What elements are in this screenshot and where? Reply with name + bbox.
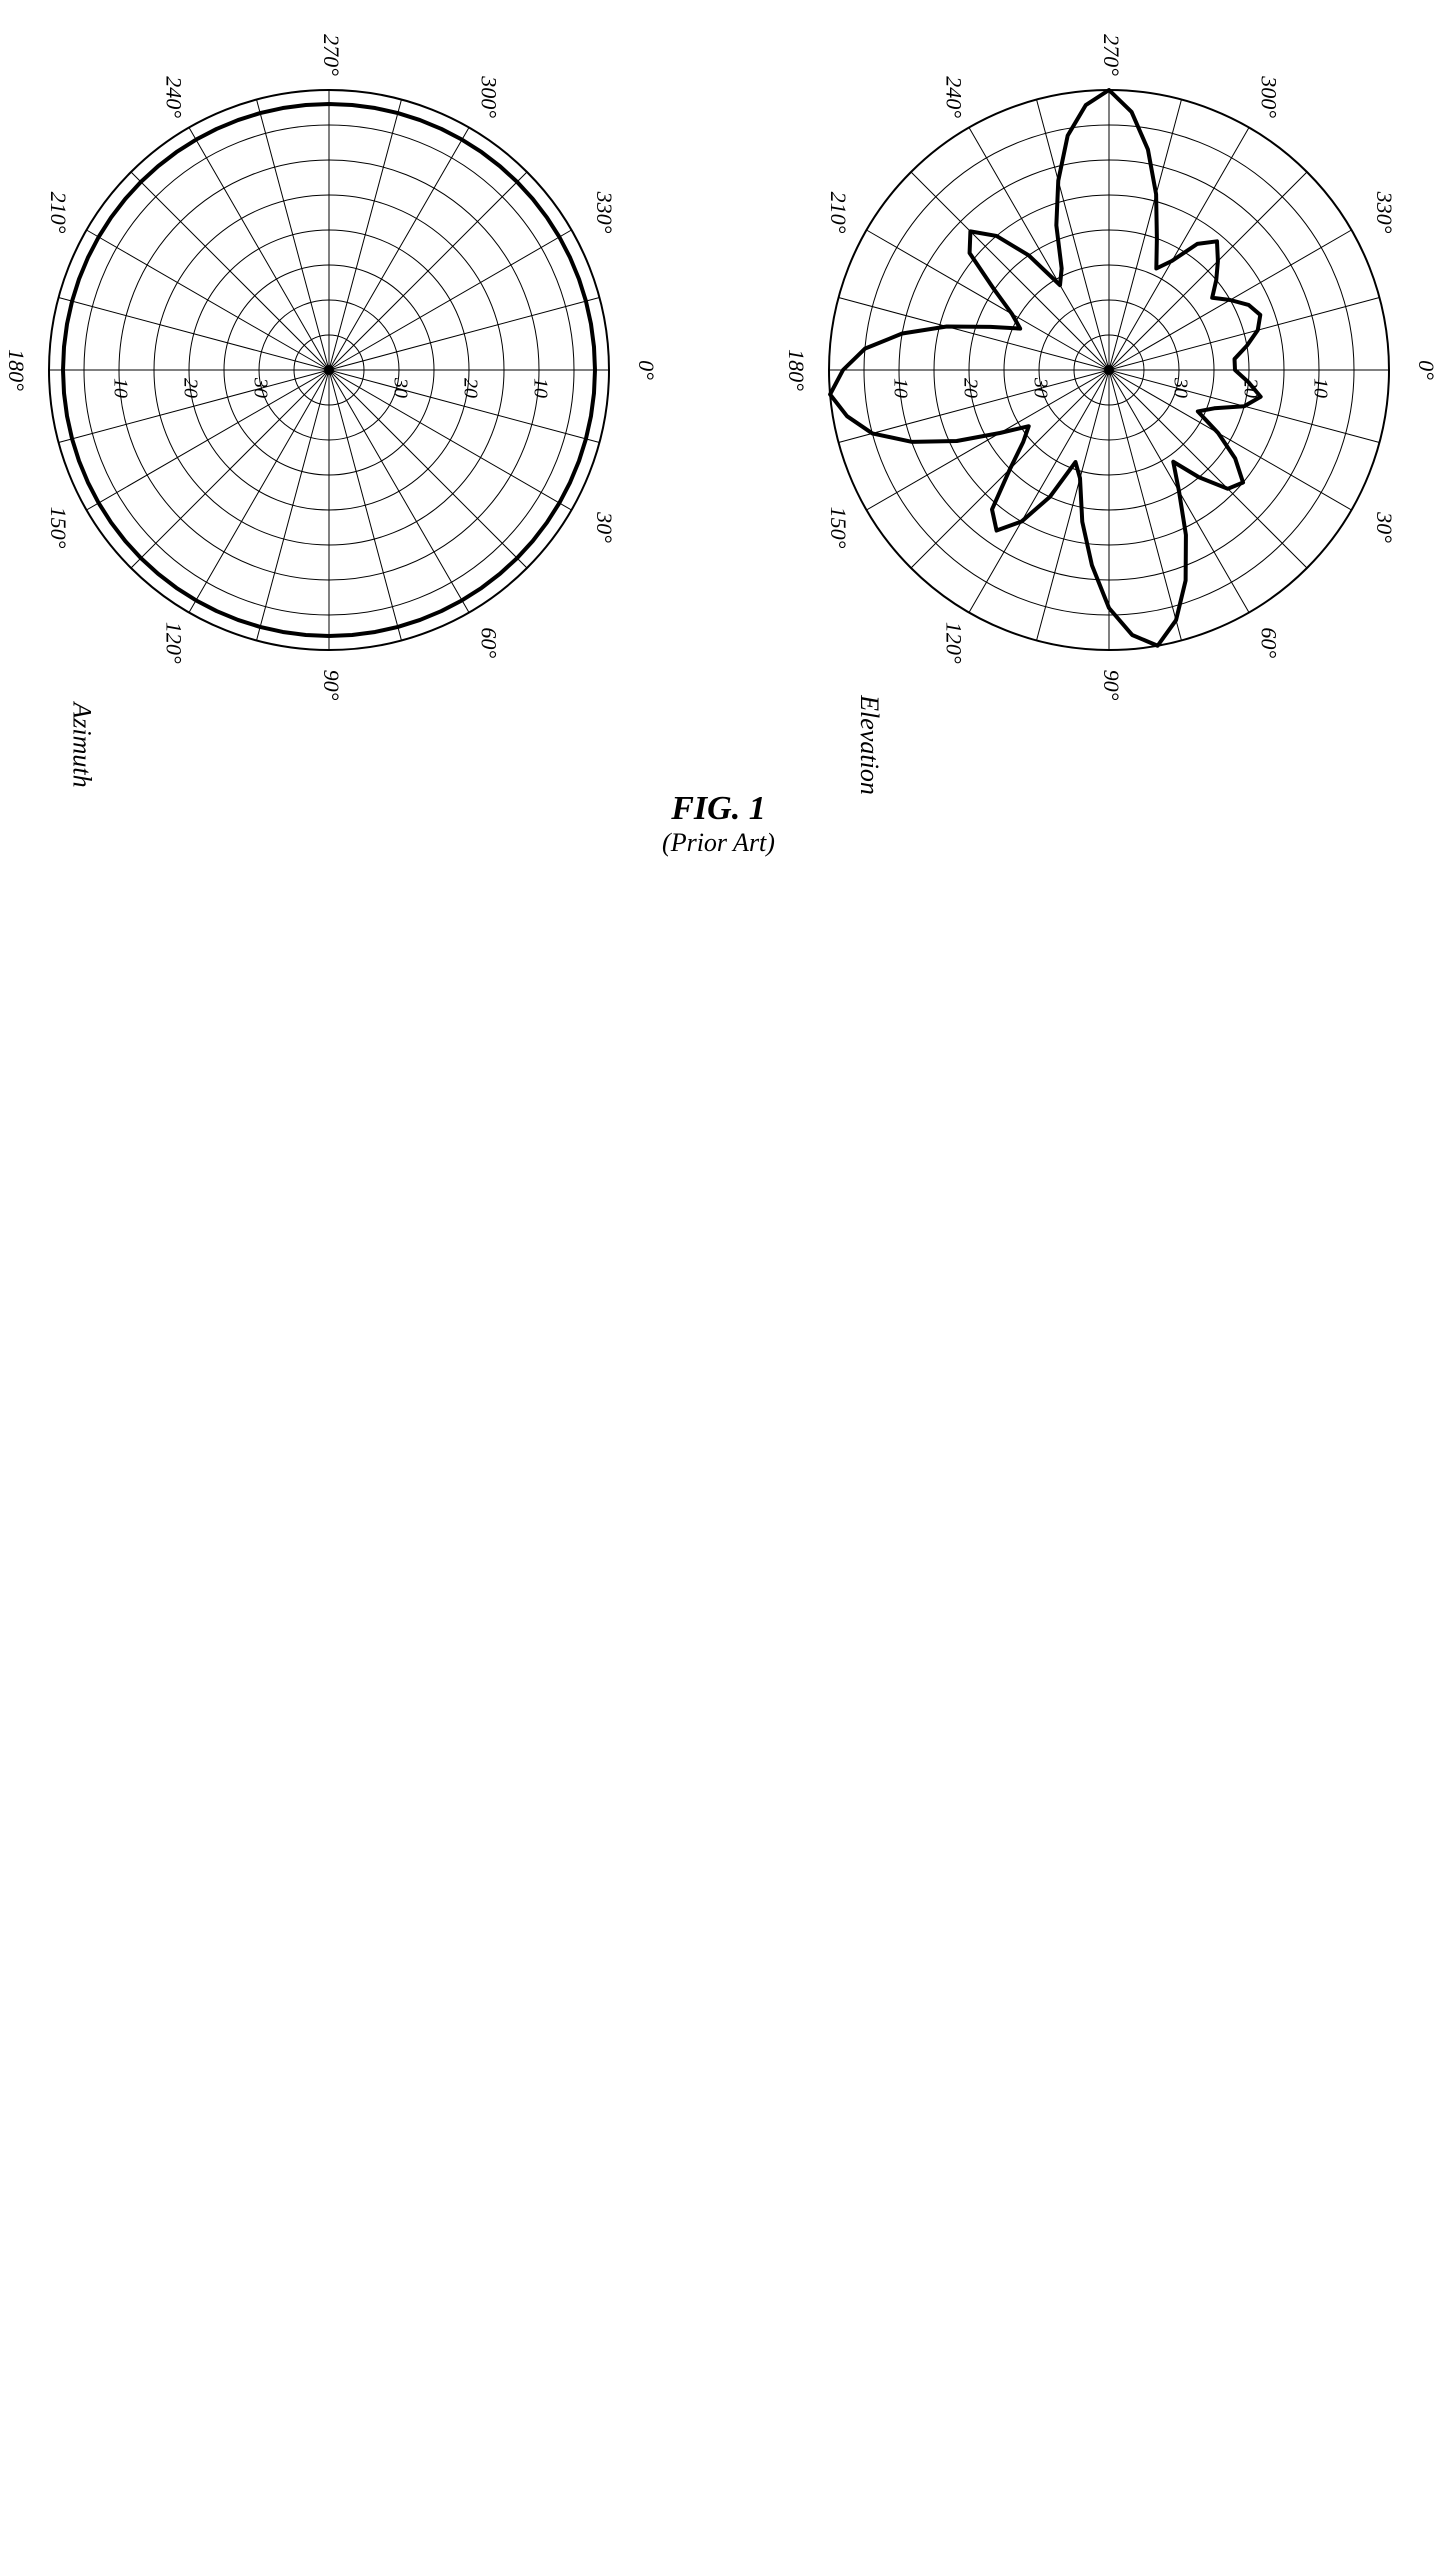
angle-label: 330° — [591, 191, 616, 234]
angle-label: 60° — [476, 627, 501, 658]
angle-label: 0° — [633, 360, 658, 380]
grid-spoke — [1036, 370, 1108, 640]
angle-label: 120° — [941, 622, 966, 664]
polar-svg: 0° 30° 60° 90° 120° 150° 180° 210° 240° 270° 300° 3… — [0, 20, 679, 720]
angle-label: 30° — [1371, 511, 1396, 543]
angle-label: 300° — [476, 75, 501, 118]
chart-title: Azimuth — [66, 702, 96, 787]
grid-spoke — [131, 370, 329, 568]
angle-label: 270° — [318, 34, 343, 76]
radial-label: 30 — [1169, 377, 1191, 398]
angle-label: 150° — [826, 507, 851, 549]
polar-chart-rotated: 0° 30° 60° 90° 120° 150° 180° 210° 240° 270° 300° 3… — [0, 20, 679, 720]
angle-label: 180° — [3, 349, 28, 391]
polar-chart: 0° 30° 60° 90° 120° 150° 180° 210° 240° 270° 300° 3… — [759, 20, 1437, 760]
radial-label: 10 — [1309, 378, 1331, 398]
angle-label: 0° — [1413, 360, 1437, 380]
radial-label: 20 — [459, 378, 481, 398]
radial-label: 30 — [1029, 377, 1051, 398]
grid-spoke — [329, 230, 571, 370]
grid-spoke — [329, 370, 527, 568]
polar-chart: 0° 30° 60° 90° 120° 150° 180° 210° 240° 270° 300° 3… — [0, 20, 679, 760]
angle-label: 270° — [1098, 34, 1123, 76]
grid-spoke — [189, 128, 329, 370]
grid-spoke — [969, 128, 1109, 370]
figure-caption: FIG. 1 (Prior Art) — [662, 790, 775, 858]
angle-label: 330° — [1371, 191, 1396, 234]
angle-label: 240° — [161, 76, 186, 118]
grid-spoke — [1109, 370, 1307, 568]
grid-spoke — [866, 230, 1108, 370]
radial-label: 30 — [249, 377, 271, 398]
angle-label: 120° — [161, 622, 186, 664]
angle-label: 210° — [46, 192, 71, 234]
figure-label: FIG. 1 — [662, 790, 775, 828]
angle-label: 300° — [1256, 75, 1281, 118]
grid-spoke — [131, 172, 329, 370]
grid-spoke — [329, 370, 401, 640]
grid-spoke — [1036, 100, 1108, 370]
grid-spoke — [911, 172, 1109, 370]
angle-label: 210° — [826, 192, 851, 234]
angle-label: 180° — [783, 349, 808, 391]
grid-spoke — [329, 100, 401, 370]
grid-spoke — [329, 298, 599, 370]
grid-spoke — [58, 298, 328, 370]
chart-title: Elevation — [853, 695, 883, 795]
figure-container: 0° 30° 60° 90° 120° 150° 180° 210° 240° 270° 300° 3… — [20, 20, 1417, 858]
grid-spoke — [86, 230, 328, 370]
grid-spoke — [1109, 370, 1181, 640]
pattern-trace — [830, 90, 1261, 646]
figure-sublabel: (Prior Art) — [662, 828, 775, 858]
radial-label: 10 — [889, 378, 911, 398]
grid-spoke — [256, 370, 328, 640]
polar-svg: 0° 30° 60° 90° 120° 150° 180° 210° 240° 270° 300° 3… — [759, 20, 1437, 720]
grid-spoke — [329, 128, 469, 370]
radial-label: 10 — [109, 378, 131, 398]
grid-spoke — [189, 370, 329, 612]
grid-spoke — [969, 370, 1109, 612]
grid-spoke — [329, 172, 527, 370]
radial-label: 10 — [529, 378, 551, 398]
grid-spoke — [1109, 128, 1249, 370]
angle-label: 30° — [591, 511, 616, 543]
radial-label: 30 — [389, 377, 411, 398]
grid-spoke — [256, 100, 328, 370]
radial-label: 20 — [959, 378, 981, 398]
grid-spoke — [1109, 298, 1379, 370]
angle-label: 90° — [318, 670, 343, 701]
grid-spoke — [329, 370, 469, 612]
angle-label: 150° — [46, 507, 71, 549]
polar-chart-rotated: 0° 30° 60° 90° 120° 150° 180° 210° 240° 270° 300° 3… — [759, 20, 1437, 720]
angle-label: 90° — [1098, 670, 1123, 701]
radial-label: 20 — [179, 378, 201, 398]
grid-spoke — [1109, 172, 1307, 370]
charts-row: 0° 30° 60° 90° 120° 150° 180° 210° 240° 270° 300° 3… — [20, 20, 1417, 760]
grid-spoke — [838, 298, 1108, 370]
angle-label: 60° — [1256, 627, 1281, 658]
angle-label: 240° — [941, 76, 966, 118]
